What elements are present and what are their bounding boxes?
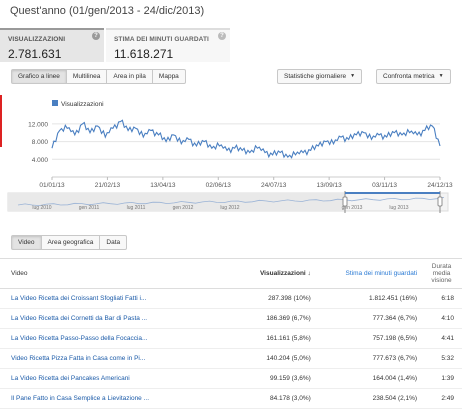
range-handle[interactable] bbox=[437, 196, 443, 207]
minutes-cell: 164.004 (1,4%) bbox=[314, 368, 422, 389]
col-duration-header[interactable]: Durata media visione bbox=[421, 258, 462, 289]
x-tick-label: 01/01/13 bbox=[39, 182, 65, 189]
views-cell: 186.369 (6,7%) bbox=[214, 308, 315, 329]
x-tick-label: 13/09/13 bbox=[316, 182, 342, 189]
views-chart: Visualizzazioni 12.000 8.000 4.000 01/01/13 2… bbox=[0, 95, 470, 225]
table-row: La Video Ricetta dei Croissant Sfogliati… bbox=[0, 288, 462, 309]
x-tick-label: 13/04/13 bbox=[150, 182, 176, 189]
chevron-down-icon: ▼ bbox=[350, 73, 356, 79]
table-row: La Video Ricetta Passo-Passo della Focac… bbox=[0, 328, 462, 349]
col-views-header[interactable]: Visualizzazioni ↓ bbox=[214, 258, 315, 289]
map-button[interactable]: Mappa bbox=[151, 69, 186, 84]
minutes-cell: 777.673 (6,7%) bbox=[314, 348, 422, 369]
chart-type-toggle: Grafico a linee Multilinea Area in pila … bbox=[11, 69, 186, 84]
daily-stats-dropdown[interactable]: Statistiche giornaliere ▼ bbox=[277, 69, 363, 84]
legend-label: Visualizzazioni bbox=[61, 101, 104, 108]
video-title-cell: La Video Ricetta Passo-Passo della Focac… bbox=[0, 328, 215, 349]
video-table: Video Visualizzazioni ↓ Stima dei minuti… bbox=[0, 258, 462, 409]
table-header-row: Video Visualizzazioni ↓ Stima dei minuti… bbox=[0, 258, 462, 289]
video-title-cell: Il Pane Fatto in Casa Semplice a Lievita… bbox=[0, 388, 215, 409]
tab-geography[interactable]: Area geografica bbox=[40, 235, 101, 250]
overview-label: gen 2012 bbox=[173, 205, 194, 211]
table-row: La Video Ricetta dei Pancakes Americani 9… bbox=[0, 368, 462, 389]
tab-date[interactable]: Data bbox=[99, 235, 128, 250]
series-line-views bbox=[51, 119, 441, 159]
compare-metric-label: Confronta metrica bbox=[383, 73, 435, 81]
compare-metric-dropdown[interactable]: Confronta metrica ▼ bbox=[376, 69, 451, 84]
duration-cell: 1:39 bbox=[421, 368, 462, 389]
range-handle[interactable] bbox=[342, 196, 348, 207]
table-row: La Video Ricetta dei Cornetti da Bar di … bbox=[0, 308, 462, 329]
daily-stats-label: Statistiche giornaliere bbox=[284, 73, 347, 81]
overview-label: lug 2010 bbox=[32, 205, 51, 211]
metric-minutes-label: STIMA DEI MINUTI GUARDATI bbox=[114, 36, 209, 43]
duration-cell: 5:32 bbox=[421, 348, 462, 369]
overview-dim bbox=[8, 193, 345, 211]
col-video-header: Video bbox=[0, 258, 215, 289]
minutes-cell: 238.504 (2,1%) bbox=[314, 388, 422, 409]
legend-swatch bbox=[52, 100, 58, 106]
metric-minutes-value: 11.618.271 bbox=[114, 47, 174, 61]
duration-cell: 6:18 bbox=[421, 288, 462, 309]
overview-line bbox=[17, 197, 445, 207]
overview-label: lug 2013 bbox=[389, 205, 408, 211]
overview-label: lug 2011 bbox=[127, 205, 146, 211]
minutes-cell: 1.812.451 (16%) bbox=[314, 288, 422, 309]
help-icon[interactable]: ? bbox=[218, 32, 226, 40]
tab-video[interactable]: Video bbox=[11, 235, 42, 250]
metric-views-value: 2.781.631 bbox=[8, 47, 62, 61]
minutes-cell: 757.198 (6,5%) bbox=[314, 328, 422, 349]
video-title-link[interactable]: Video Ricetta Pizza Fatta in Casa come i… bbox=[11, 355, 146, 362]
overview-label: gen 2011 bbox=[79, 205, 100, 211]
overview-label: gen 2013 bbox=[342, 205, 363, 211]
views-cell: 287.398 (10%) bbox=[214, 288, 315, 309]
table-row: Il Pane Fatto in Casa Semplice a Lievita… bbox=[0, 388, 462, 409]
multiline-button[interactable]: Multilinea bbox=[65, 69, 108, 84]
video-title-cell: Video Ricetta Pizza Fatta in Casa come i… bbox=[0, 348, 215, 369]
x-tick-label: 02/06/13 bbox=[206, 182, 232, 189]
x-tick-label: 21/02/13 bbox=[95, 182, 121, 189]
chevron-down-icon: ▼ bbox=[438, 73, 444, 79]
col-minutes-header[interactable]: Stima dei minuti guardati bbox=[314, 258, 422, 289]
x-tick-label: 24/07/13 bbox=[261, 182, 287, 189]
video-title-cell: La Video Ricetta dei Pancakes Americani bbox=[0, 368, 215, 389]
y-tick-label: 8.000 bbox=[32, 139, 49, 146]
y-tick-label: 4.000 bbox=[32, 157, 49, 164]
video-title-link[interactable]: Il Pane Fatto in Casa Semplice a Lievita… bbox=[11, 395, 150, 402]
video-title-link[interactable]: La Video Ricetta dei Cornetti da Bar di … bbox=[11, 315, 148, 322]
help-icon[interactable]: ? bbox=[92, 32, 100, 40]
x-tick-label: 24/12/13 bbox=[427, 182, 453, 189]
table-row: Video Ricetta Pizza Fatta in Casa come i… bbox=[0, 348, 462, 369]
video-title-cell: La Video Ricetta dei Croissant Sfogliati… bbox=[0, 288, 215, 309]
video-title-link[interactable]: La Video Ricetta dei Pancakes Americani bbox=[11, 375, 130, 382]
metric-minutes-card[interactable]: STIMA DEI MINUTI GUARDATI 11.618.271 ? bbox=[106, 28, 230, 62]
minutes-cell: 777.364 (6,7%) bbox=[314, 308, 422, 329]
metric-views-card[interactable]: VISUALIZZAZIONI 2.781.631 ? bbox=[0, 28, 104, 62]
duration-cell: 2:49 bbox=[421, 388, 462, 409]
video-title-cell: La Video Ricetta dei Cornetti da Bar di … bbox=[0, 308, 215, 329]
period-title: Quest'anno (01/gen/2013 - 24/dic/2013) bbox=[10, 5, 205, 17]
accent-bar bbox=[0, 95, 2, 147]
duration-cell: 4:41 bbox=[421, 328, 462, 349]
overview-label: lug 2012 bbox=[220, 205, 239, 211]
table-tabs: Video Area geografica Data bbox=[11, 235, 128, 250]
video-title-link[interactable]: La Video Ricetta Passo-Passo della Focac… bbox=[11, 335, 148, 342]
video-title-link[interactable]: La Video Ricetta dei Croissant Sfogliati… bbox=[11, 295, 147, 302]
range-selection bbox=[345, 192, 440, 194]
views-cell: 99.159 (3,6%) bbox=[214, 368, 315, 389]
duration-cell: 4:10 bbox=[421, 308, 462, 329]
line-chart-button[interactable]: Grafico a linee bbox=[11, 69, 67, 84]
sort-arrow-icon: ↓ bbox=[307, 270, 311, 277]
views-cell: 140.204 (5,0%) bbox=[214, 348, 315, 369]
y-tick-label: 12.000 bbox=[28, 121, 48, 128]
col-views-label: Visualizzazioni bbox=[259, 270, 306, 277]
x-tick-label: 03/11/13 bbox=[372, 182, 397, 189]
views-cell: 84.178 (3,0%) bbox=[214, 388, 315, 409]
views-cell: 161.161 (5,8%) bbox=[214, 328, 315, 349]
metric-views-label: VISUALIZZAZIONI bbox=[8, 36, 66, 43]
stacked-area-button[interactable]: Area in pila bbox=[106, 69, 153, 84]
